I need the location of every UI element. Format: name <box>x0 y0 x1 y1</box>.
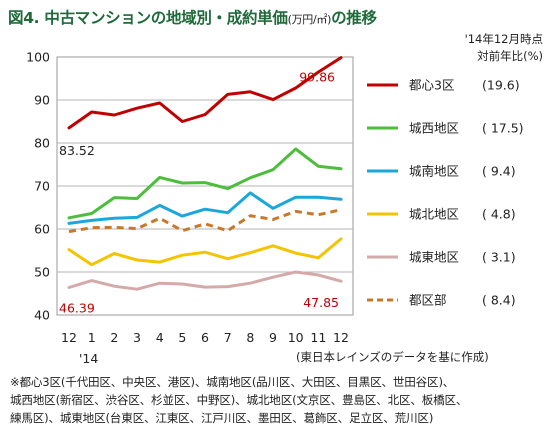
x-tick-label: 7 <box>224 330 232 345</box>
legend-header-metric: 対前年比(%) <box>477 49 543 63</box>
y-tick-label: 100 <box>26 50 50 65</box>
series-line <box>67 56 343 130</box>
x-tick-label: 1 <box>88 330 96 345</box>
x-tick-label: 12 <box>61 330 77 345</box>
x-tick-label: 6 <box>201 330 209 345</box>
series-line <box>67 191 343 225</box>
x-tick-sublabel: '14 <box>79 351 98 366</box>
legend-change: (19.6) <box>482 78 520 93</box>
series-line <box>68 208 342 234</box>
chart-title-unit: (万円/㎡) <box>287 13 332 26</box>
y-tick-label: 70 <box>34 179 50 194</box>
legend-change: ( 8.4) <box>482 293 516 308</box>
footnote: ※都心3区(千代田区、中央区、港区)、城南地区(品川区、大田区、目黒区、世田谷区… <box>10 373 550 427</box>
series-line <box>67 147 343 220</box>
y-tick-label: 40 <box>34 308 50 323</box>
x-tick-label: 2 <box>110 330 118 345</box>
data-label: 83.52 <box>59 143 95 158</box>
x-tick-label: 12 <box>333 330 349 345</box>
y-tick-label: 80 <box>34 136 50 151</box>
footnote-line: 城西地区(新宿区、渋谷区、杉並区、中野区)、城北地区(文京区、豊島区、北区、板橋… <box>10 393 468 407</box>
y-tick-label: 90 <box>34 93 50 108</box>
series-line <box>67 270 343 291</box>
source-note: (東日本レインズのデータを基に作成) <box>296 350 489 364</box>
legend-label: 都心3区 <box>409 78 454 93</box>
legend-header-date: '14年12月時点 <box>464 32 543 46</box>
x-tick-label: 10 <box>288 330 304 345</box>
y-tick-label: 50 <box>34 265 50 280</box>
x-tick-label: 9 <box>269 330 277 345</box>
legend-change: ( 9.4) <box>482 164 516 179</box>
y-tick-label: 60 <box>34 222 50 237</box>
data-label: 99.86 <box>299 70 335 85</box>
chart-title: 図4. 中古マンションの地域別・成約単価(万円/㎡)の推移 <box>8 6 377 28</box>
footnote-line: 練馬区)、城東地区(台東区、江東区、江戸川区、墨田区、葛飾区、足立区、荒川区) <box>10 411 434 425</box>
legend-label: 城西地区 <box>409 121 459 136</box>
footnote-line: ※都心3区(千代田区、中央区、港区)、城南地区(品川区、大田区、目黒区、世田谷区… <box>10 375 455 389</box>
legend-label: 城北地区 <box>409 207 459 222</box>
x-tick-label: 8 <box>246 330 254 345</box>
chart-title-main: 図4. 中古マンションの地域別・成約単価 <box>8 9 288 27</box>
data-label: 47.85 <box>303 295 339 310</box>
legend-change: ( 17.5) <box>482 121 524 136</box>
x-tick-label: 11 <box>310 330 326 345</box>
x-tick-label: 5 <box>178 330 186 345</box>
data-label: 46.39 <box>59 301 95 316</box>
legend-change: ( 4.8) <box>482 207 516 222</box>
legend-label: 都区部 <box>409 293 447 308</box>
chart-title-tail: の推移 <box>331 9 377 27</box>
series-line <box>67 237 343 267</box>
x-tick-label: 4 <box>156 330 164 345</box>
legend-label: 城東地区 <box>409 250 459 265</box>
x-tick-label: 3 <box>133 330 141 345</box>
legend-label: 城南地区 <box>409 164 459 179</box>
legend-header: '14年12月時点 対前年比(%) <box>465 31 543 65</box>
legend-change: ( 3.1) <box>482 250 516 265</box>
